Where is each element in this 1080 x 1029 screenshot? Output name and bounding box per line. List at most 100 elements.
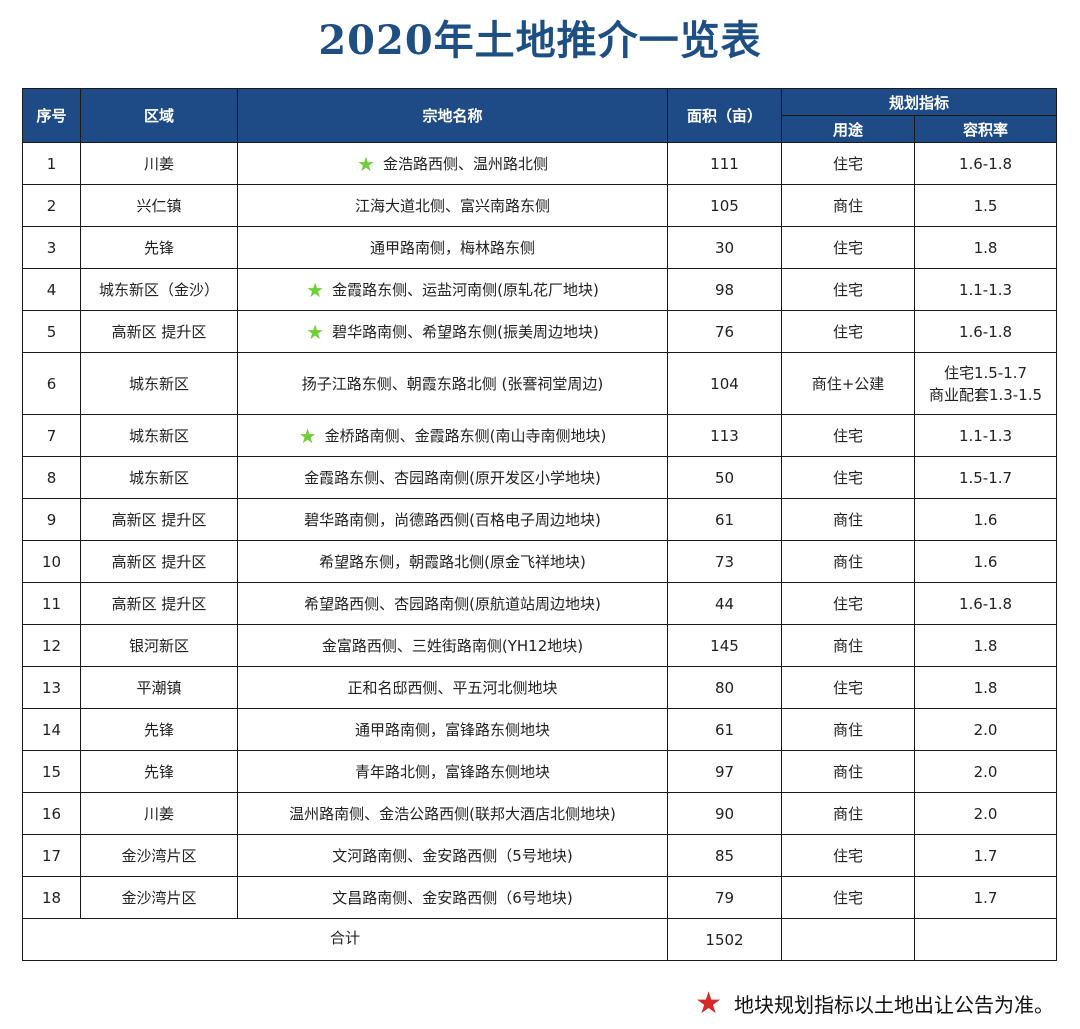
parcel-name: 江海大道北侧、富兴南路东侧 <box>354 197 550 215</box>
cell-use: 住宅 <box>781 834 915 877</box>
parcel-name: 通甲路南侧，富锋路东侧地块 <box>354 721 550 739</box>
table-row: 9 高新区 提升区 碧华路南侧，尚德路西侧(百格电子周边地块) 61 商住 1.6 <box>22 498 1058 541</box>
cell-area: 105 <box>667 184 782 227</box>
cell-region: 先锋 <box>80 226 238 269</box>
cell-use: 商住 <box>781 750 915 793</box>
cell-use: 住宅 <box>781 142 915 185</box>
header-region: 区域 <box>80 88 238 143</box>
parcel-name: 通甲路南侧，梅林路东侧 <box>369 239 535 257</box>
ratio-line: 住宅1.5-1.7 <box>943 363 1028 382</box>
cell-use: 商住 <box>781 184 915 227</box>
parcel-name: 文河路南侧、金安路西侧（5号地块) <box>332 847 573 865</box>
cell-name: ★ 金霞路东侧、运盐河南侧(原轧花厂地块) <box>237 268 668 311</box>
cell-ratio: 1.7 <box>913 834 1058 877</box>
cell-seq: 2 <box>22 184 81 227</box>
cell-area: 97 <box>667 750 782 793</box>
cell-area: 79 <box>667 876 782 919</box>
cell-region: 高新区 提升区 <box>80 498 238 541</box>
cell-region: 城东新区（金沙） <box>80 268 238 311</box>
parcel-name: 金霞路东侧、杏园路南侧(原开发区小学地块) <box>304 469 601 487</box>
total-row: 合计 1502 <box>22 918 1058 961</box>
cell-use: 住宅 <box>781 268 915 311</box>
cell-region: 高新区 提升区 <box>80 540 238 583</box>
cell-name: 文昌路南侧、金安路西侧（6号地块) <box>237 876 668 919</box>
cell-seq: 11 <box>22 582 81 625</box>
header-ratio: 容积率 <box>913 115 1058 143</box>
cell-ratio: 1.8 <box>913 226 1058 269</box>
cell-name: 江海大道北侧、富兴南路东侧 <box>237 184 668 227</box>
cell-ratio: 住宅1.5-1.7 商业配套1.3-1.5 <box>913 352 1058 415</box>
table-header: 序号 区域 宗地名称 面积（亩） 规划指标 用途 容积率 <box>22 88 1058 143</box>
page-title: 2020年土地推介一览表 <box>318 17 762 64</box>
cell-name: 希望路西侧、杏园路南侧(原航道站周边地块) <box>237 582 668 625</box>
cell-name: 青年路北侧，富锋路东侧地块 <box>237 750 668 793</box>
cell-seq: 3 <box>22 226 81 269</box>
cell-name: 正和名邸西侧、平五河北侧地块 <box>237 666 668 709</box>
cell-use: 住宅 <box>781 456 915 499</box>
cell-name: ★ 金浩路西侧、温州路北侧 <box>237 142 668 185</box>
cell-area: 61 <box>667 498 782 541</box>
cell-seq: 15 <box>22 750 81 793</box>
cell-area: 44 <box>667 582 782 625</box>
cell-region: 高新区 提升区 <box>80 582 238 625</box>
cell-name: 碧华路南侧，尚德路西侧(百格电子周边地块) <box>237 498 668 541</box>
cell-ratio: 1.8 <box>913 666 1058 709</box>
table-row: 12 银河新区 金富路西侧、三姓街路南侧(YH12地块) 145 商住 1.8 <box>22 624 1058 667</box>
parcel-name: 正和名邸西侧、平五河北侧地块 <box>347 679 558 697</box>
cell-use: 住宅 <box>781 876 915 919</box>
cell-region: 先锋 <box>80 750 238 793</box>
table-row: 15 先锋 青年路北侧，富锋路东侧地块 97 商住 2.0 <box>22 750 1058 793</box>
cell-area: 113 <box>667 414 782 457</box>
cell-use: 商住 <box>781 540 915 583</box>
table-row: 16 川姜 温州路南侧、金浩公路西侧(联邦大酒店北侧地块) 90 商住 2.0 <box>22 792 1058 835</box>
cell-ratio: 1.1-1.3 <box>913 414 1058 457</box>
cell-name: 通甲路南侧，梅林路东侧 <box>237 226 668 269</box>
table-row: 4 城东新区（金沙） ★ 金霞路东侧、运盐河南侧(原轧花厂地块) 98 住宅 1.1-1.3 <box>22 268 1058 311</box>
cell-region: 银河新区 <box>80 624 238 667</box>
cell-use: 住宅 <box>781 414 915 457</box>
parcel-name: 金霞路东侧、运盐河南侧(原轧花厂地块) <box>332 280 599 299</box>
header-name: 宗地名称 <box>237 88 668 143</box>
cell-ratio: 2.0 <box>913 750 1058 793</box>
green-star-icon: ★ <box>306 319 325 344</box>
cell-use: 商住+公建 <box>781 352 915 415</box>
cell-seq: 7 <box>22 414 81 457</box>
cell-region: 城东新区 <box>80 456 238 499</box>
total-area: 1502 <box>667 918 782 961</box>
table-row: 5 高新区 提升区 ★ 碧华路南侧、希望路东侧(振美周边地块) 76 住宅 1.6-1.8 <box>22 310 1058 353</box>
cell-region: 川姜 <box>80 142 238 185</box>
parcel-name: 金浩路西侧、温州路北侧 <box>382 154 548 173</box>
footnote: ★ 地块规划指标以土地出让公告为准。 <box>695 986 1054 1021</box>
cell-seq: 8 <box>22 456 81 499</box>
cell-ratio: 1.1-1.3 <box>913 268 1058 311</box>
cell-region: 高新区 提升区 <box>80 310 238 353</box>
cell-area: 73 <box>667 540 782 583</box>
cell-use: 商住 <box>781 624 915 667</box>
green-star-icon: ★ <box>298 423 317 448</box>
parcel-name: 扬子江路东侧、朝霞东路北侧 (张謇祠堂周边) <box>301 375 604 393</box>
table-row: 17 金沙湾片区 文河路南侧、金安路西侧（5号地块) 85 住宅 1.7 <box>22 834 1058 877</box>
green-star-icon: ★ <box>306 277 325 302</box>
cell-seq: 1 <box>22 142 81 185</box>
cell-use: 住宅 <box>781 582 915 625</box>
parcel-name: 文昌路南侧、金安路西侧（6号地块) <box>332 889 573 907</box>
cell-name: 金富路西侧、三姓街路南侧(YH12地块) <box>237 624 668 667</box>
cell-ratio: 1.8 <box>913 624 1058 667</box>
cell-area: 30 <box>667 226 782 269</box>
cell-seq: 17 <box>22 834 81 877</box>
parcel-name: 金桥路南侧、金霞路东侧(南山寺南侧地块) <box>324 426 607 445</box>
total-use-empty <box>781 918 915 961</box>
cell-seq: 6 <box>22 352 81 415</box>
cell-area: 85 <box>667 834 782 877</box>
land-table: 序号 区域 宗地名称 面积（亩） 规划指标 用途 容积率 1 川姜 ★ 金浩路西侧、温… <box>22 88 1058 961</box>
cell-ratio: 2.0 <box>913 792 1058 835</box>
table-row: 18 金沙湾片区 文昌路南侧、金安路西侧（6号地块) 79 住宅 1.7 <box>22 876 1058 919</box>
parcel-name: 金富路西侧、三姓街路南侧(YH12地块) <box>321 637 584 655</box>
table-row: 11 高新区 提升区 希望路西侧、杏园路南侧(原航道站周边地块) 44 住宅 1.6-1.… <box>22 582 1058 625</box>
total-ratio-empty <box>913 918 1058 961</box>
cell-area: 50 <box>667 456 782 499</box>
cell-ratio: 1.6 <box>913 498 1058 541</box>
cell-name: ★ 金桥路南侧、金霞路东侧(南山寺南侧地块) <box>237 414 668 457</box>
cell-use: 商住 <box>781 792 915 835</box>
cell-region: 城东新区 <box>80 352 238 415</box>
